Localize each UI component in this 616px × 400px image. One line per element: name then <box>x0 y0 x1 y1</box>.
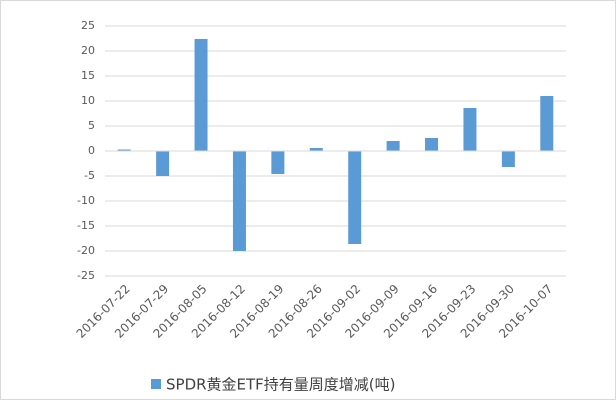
y-tick-label: 5 <box>88 119 95 132</box>
bar <box>309 148 323 151</box>
bar <box>501 151 515 167</box>
y-tick-label: 15 <box>81 69 95 82</box>
y-tick-label: -5 <box>84 169 95 182</box>
y-tick-label: 0 <box>88 144 95 157</box>
bar <box>463 108 477 151</box>
bar <box>156 151 170 176</box>
y-tick-label: -25 <box>77 269 95 282</box>
y-tick-label: -15 <box>77 219 95 232</box>
bar <box>348 151 362 244</box>
legend-swatch <box>151 379 161 389</box>
bar <box>271 151 285 174</box>
y-tick-label: 10 <box>81 94 95 107</box>
bar <box>425 138 439 151</box>
y-tick-label: -20 <box>77 244 95 257</box>
bar <box>540 96 554 151</box>
bar <box>117 149 131 151</box>
bar <box>386 141 400 151</box>
y-tick-label: -10 <box>77 194 95 207</box>
legend-label: SPDR黄金ETF持有量周度增减(吨) <box>166 376 396 394</box>
bar <box>232 151 246 251</box>
bar <box>194 39 208 151</box>
y-tick-label: 20 <box>81 44 95 57</box>
y-tick-label: 25 <box>81 19 95 32</box>
